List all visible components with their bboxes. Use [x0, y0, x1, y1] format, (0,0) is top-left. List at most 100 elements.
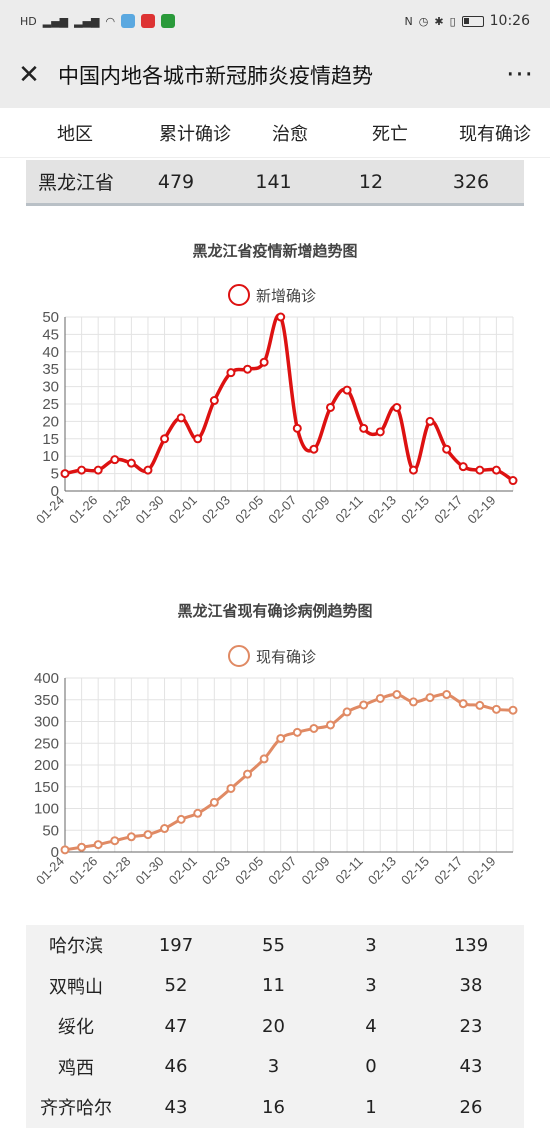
data-point[interactable]: [176, 814, 186, 824]
data-point[interactable]: [276, 733, 286, 743]
data-point[interactable]: [209, 797, 219, 807]
table-row[interactable]: 哈尔滨 197 55 3 139: [26, 925, 524, 966]
data-point[interactable]: [60, 845, 70, 855]
x-tick-label: 01-26: [66, 854, 100, 888]
city-cured: 3: [267, 1056, 280, 1078]
data-point[interactable]: [243, 364, 253, 374]
city-cured: 55: [262, 934, 285, 956]
data-point[interactable]: [292, 423, 302, 433]
app-notification-icon: [161, 14, 176, 28]
table-row[interactable]: 齐齐哈尔 43 16 1 26: [26, 1087, 524, 1128]
data-point[interactable]: [226, 368, 236, 378]
city-name: 绥化: [58, 1017, 94, 1039]
data-point[interactable]: [93, 840, 103, 850]
city-confirmed: 46: [164, 1056, 188, 1078]
city-table: 哈尔滨 197 55 3 139 双鸭山 52 11 3 38 绥化 47 20 4 23 鸡西 46 3 0 43 齐…: [26, 925, 524, 1128]
data-point[interactable]: [475, 700, 485, 710]
table-row[interactable]: 绥化 47 20 4 23: [26, 1006, 524, 1047]
x-tick-label: 01-24: [33, 854, 67, 888]
data-point[interactable]: [508, 705, 518, 715]
data-point[interactable]: [93, 465, 103, 475]
vibrate-icon: ▯: [449, 14, 456, 28]
x-tick-label: 02-07: [265, 854, 299, 888]
chart-legend[interactable]: 现有确诊: [228, 645, 316, 667]
data-point[interactable]: [342, 385, 352, 395]
province-row[interactable]: 黑龙江省 479 141 12 326: [26, 160, 524, 206]
data-point[interactable]: [276, 312, 286, 322]
header-cured[interactable]: 治愈: [272, 123, 308, 145]
x-tick-label: 02-01: [166, 854, 200, 888]
data-point[interactable]: [508, 476, 518, 486]
data-point[interactable]: [193, 808, 203, 818]
data-point[interactable]: [458, 699, 468, 709]
data-point[interactable]: [392, 402, 402, 412]
data-point[interactable]: [226, 783, 236, 793]
data-point[interactable]: [475, 465, 485, 475]
data-point[interactable]: [309, 723, 319, 733]
more-options-button[interactable]: ···: [506, 60, 534, 90]
y-tick-label: 50: [42, 822, 59, 839]
province-name: 黑龙江省: [37, 172, 114, 194]
data-point[interactable]: [160, 824, 170, 834]
signal-icon: ▂▄▆: [42, 14, 69, 28]
data-point[interactable]: [77, 842, 87, 852]
data-point[interactable]: [160, 434, 170, 444]
x-tick-label: 02-17: [431, 493, 465, 527]
data-point[interactable]: [110, 455, 120, 465]
data-point[interactable]: [126, 458, 136, 468]
x-tick-label: 02-03: [199, 493, 233, 527]
data-point[interactable]: [259, 357, 269, 367]
data-point[interactable]: [259, 754, 269, 764]
data-point[interactable]: [359, 700, 369, 710]
data-point[interactable]: [60, 469, 70, 479]
status-bar: HD ▂▄▆ ▂▄▆ ◠ N ◷ ✱ ▯ 10:26: [0, 0, 550, 42]
header-deaths[interactable]: 死亡: [372, 123, 408, 145]
y-tick-label: 20: [42, 413, 59, 430]
data-point[interactable]: [243, 769, 253, 779]
legend-marker: [228, 284, 250, 306]
data-point[interactable]: [458, 462, 468, 472]
table-row[interactable]: 鸡西 46 3 0 43: [26, 1047, 524, 1088]
data-point[interactable]: [292, 727, 302, 737]
data-point[interactable]: [126, 832, 136, 842]
x-tick-label: 02-09: [298, 854, 332, 888]
data-point[interactable]: [176, 413, 186, 423]
y-tick-label: 10: [42, 448, 59, 465]
series-line: [64, 692, 514, 852]
data-point[interactable]: [375, 693, 385, 703]
data-point[interactable]: [209, 396, 219, 406]
data-point[interactable]: [491, 704, 501, 714]
status-left-icons: HD ▂▄▆ ▂▄▆ ◠: [20, 14, 176, 28]
data-point[interactable]: [193, 434, 203, 444]
battery-icon: [461, 15, 484, 27]
data-point[interactable]: [110, 836, 120, 846]
data-point[interactable]: [359, 423, 369, 433]
header-confirmed[interactable]: 累计确诊: [159, 123, 231, 145]
data-point[interactable]: [408, 465, 418, 475]
x-tick-label: 02-19: [464, 493, 498, 527]
data-point[interactable]: [375, 427, 385, 437]
data-point[interactable]: [442, 444, 452, 454]
data-point[interactable]: [309, 444, 319, 454]
y-tick-label: 250: [34, 735, 59, 752]
data-point[interactable]: [325, 720, 335, 730]
data-point[interactable]: [425, 416, 435, 426]
data-point[interactable]: [342, 707, 352, 717]
data-point[interactable]: [442, 690, 452, 700]
city-current: 139: [453, 934, 489, 956]
header-current[interactable]: 现有确诊: [459, 123, 531, 145]
data-point[interactable]: [392, 690, 402, 700]
city-cured: 11: [262, 975, 285, 997]
data-point[interactable]: [143, 465, 153, 475]
data-point[interactable]: [425, 693, 435, 703]
data-point[interactable]: [325, 402, 335, 412]
header-region[interactable]: 地区: [57, 123, 93, 145]
close-button[interactable]: ✕: [18, 60, 40, 90]
data-point[interactable]: [408, 697, 418, 707]
table-row[interactable]: 双鸭山 52 11 3 38: [26, 966, 524, 1007]
chart-legend[interactable]: 新增确诊: [228, 284, 316, 306]
data-point[interactable]: [143, 830, 153, 840]
data-point[interactable]: [77, 465, 87, 475]
data-point[interactable]: [491, 465, 501, 475]
x-tick-label: 01-30: [133, 493, 167, 527]
